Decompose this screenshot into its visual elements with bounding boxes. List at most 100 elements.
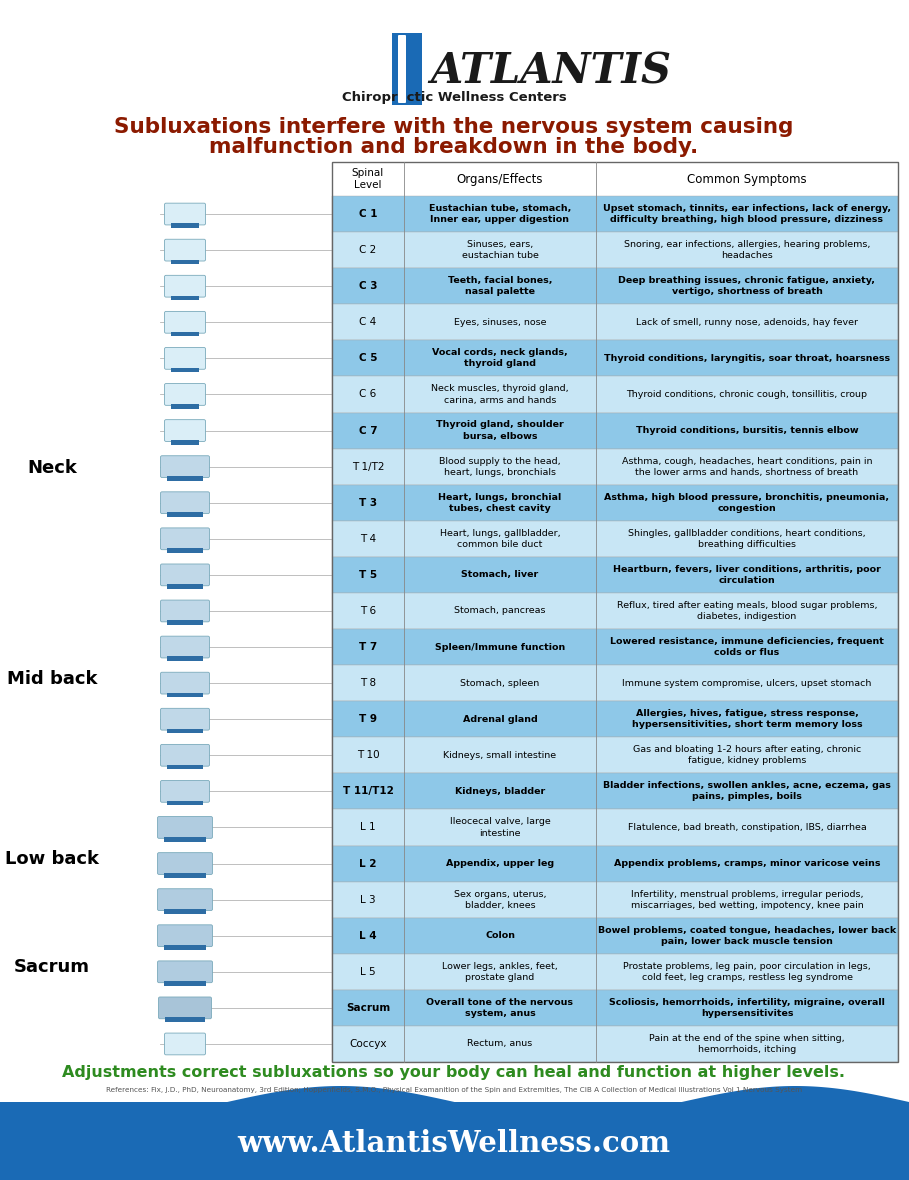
Bar	[167, 728, 203, 733]
Text: Rectum, anus: Rectum, anus	[467, 1040, 533, 1049]
Bar	[332, 485, 898, 520]
Text: Heart, lungs, gallbladder,
common bile duct: Heart, lungs, gallbladder, common bile d…	[440, 529, 560, 549]
Text: Chiropractic Wellness Centers: Chiropractic Wellness Centers	[342, 92, 566, 105]
Bar	[332, 268, 898, 304]
Text: Appendix problems, cramps, minor varicose veins: Appendix problems, cramps, minor varicos…	[614, 859, 880, 868]
Text: ATLANTIS: ATLANTIS	[430, 51, 671, 93]
FancyBboxPatch shape	[157, 817, 213, 838]
Bar	[332, 990, 898, 1025]
Text: Low back: Low back	[5, 851, 99, 868]
Text: Heartburn, fevers, liver conditions, arthritis, poor
circulation: Heartburn, fevers, liver conditions, art…	[613, 565, 881, 585]
Text: Upset stomach, tinnits, ear infections, lack of energy,
difficulty breathing, hi: Upset stomach, tinnits, ear infections, …	[603, 204, 891, 224]
FancyBboxPatch shape	[165, 275, 205, 297]
Bar	[332, 629, 898, 666]
Bar	[332, 773, 898, 809]
Bar	[164, 909, 206, 913]
Bar	[332, 738, 898, 773]
Bar	[332, 881, 898, 918]
Text: Ileocecal valve, large
intestine: Ileocecal valve, large intestine	[450, 818, 550, 838]
Text: Coccyx: Coccyx	[349, 1038, 386, 1049]
Text: L 2: L 2	[359, 859, 376, 868]
Text: C 1: C 1	[359, 209, 377, 219]
FancyBboxPatch shape	[161, 636, 209, 658]
Bar	[332, 413, 898, 448]
Text: Thyroid conditions, bursitis, tennis elbow: Thyroid conditions, bursitis, tennis elb…	[635, 426, 858, 435]
Bar	[171, 260, 199, 264]
Text: Heart, lungs, bronchial
tubes, chest cavity: Heart, lungs, bronchial tubes, chest cav…	[438, 493, 562, 513]
Bar	[167, 512, 203, 517]
FancyBboxPatch shape	[165, 312, 205, 333]
Text: Sacrum: Sacrum	[14, 958, 90, 977]
Text: Kidneys, bladder: Kidneys, bladder	[454, 787, 545, 795]
Bar	[171, 223, 199, 228]
FancyBboxPatch shape	[157, 925, 213, 946]
Bar	[171, 440, 199, 445]
Text: Gas and bloating 1-2 hours after eating, chronic
fatigue, kidney problems: Gas and bloating 1-2 hours after eating,…	[633, 746, 861, 766]
Text: L 5: L 5	[360, 966, 375, 977]
Bar	[332, 340, 898, 376]
Text: T 1/T2: T 1/T2	[352, 461, 385, 472]
Text: T 6: T 6	[360, 607, 376, 616]
Bar	[167, 621, 203, 625]
Bar	[332, 701, 898, 738]
Bar	[167, 765, 203, 769]
Text: Thyroid gland, shoulder
bursa, elbows: Thyroid gland, shoulder bursa, elbows	[436, 420, 564, 440]
Bar	[167, 656, 203, 661]
FancyBboxPatch shape	[161, 564, 209, 585]
FancyBboxPatch shape	[161, 601, 209, 622]
Bar	[332, 809, 898, 846]
Text: C 2: C 2	[359, 245, 376, 255]
Text: Neck muscles, thyroid gland,
carina, arms and hands: Neck muscles, thyroid gland, carina, arm…	[431, 385, 569, 405]
Bar	[164, 945, 206, 950]
Text: Reflux, tired after eating meals, blood sugar problems,
diabetes, indigestion: Reflux, tired after eating meals, blood …	[616, 601, 877, 621]
Text: Colon: Colon	[485, 931, 515, 940]
Text: Eustachian tube, stomach,
Inner ear, upper digestion: Eustachian tube, stomach, Inner ear, upp…	[429, 204, 571, 224]
Text: C 4: C 4	[359, 317, 376, 327]
FancyBboxPatch shape	[165, 240, 205, 261]
FancyBboxPatch shape	[161, 780, 209, 802]
Text: C 3: C 3	[359, 281, 377, 291]
Bar	[171, 332, 199, 336]
FancyBboxPatch shape	[161, 527, 209, 550]
Text: Overall tone of the nervous
system, anus: Overall tone of the nervous system, anus	[426, 998, 574, 1018]
Text: L 3: L 3	[360, 894, 375, 905]
Text: Asthma, cough, headaches, heart conditions, pain in
the lower arms and hands, sh: Asthma, cough, headaches, heart conditio…	[622, 457, 873, 477]
Bar	[164, 837, 206, 841]
Bar	[332, 448, 898, 485]
FancyBboxPatch shape	[161, 492, 209, 513]
Bar	[167, 584, 203, 589]
Text: T 5: T 5	[359, 570, 377, 579]
Text: T 3: T 3	[359, 498, 377, 507]
FancyBboxPatch shape	[165, 420, 205, 441]
Text: Stomach, pancreas: Stomach, pancreas	[454, 607, 545, 616]
FancyBboxPatch shape	[157, 853, 213, 874]
Bar	[332, 162, 898, 196]
Text: Stomach, liver: Stomach, liver	[462, 570, 539, 579]
Text: Lower legs, ankles, feet,
prostate gland: Lower legs, ankles, feet, prostate gland	[442, 962, 558, 982]
Bar	[171, 295, 199, 300]
Text: Teeth, facial bones,
nasal palette: Teeth, facial bones, nasal palette	[448, 276, 553, 296]
Bar	[0, 1102, 909, 1180]
Text: T 11/T12: T 11/T12	[343, 786, 394, 796]
Bar	[171, 368, 199, 373]
FancyBboxPatch shape	[161, 673, 209, 694]
Text: www.AtlantisWellness.com: www.AtlantisWellness.com	[237, 1129, 671, 1159]
Text: Bowel problems, coated tongue, headaches, lower back
pain, lower back muscle ten: Bowel problems, coated tongue, headaches…	[598, 925, 896, 945]
Text: Scoliosis, hemorrhoids, infertility, migraine, overall
hypersensitivites: Scoliosis, hemorrhoids, infertility, mig…	[609, 998, 885, 1018]
Text: malfunction and breakdown in the body.: malfunction and breakdown in the body.	[209, 137, 699, 157]
Text: Sinuses, ears,
eustachian tube: Sinuses, ears, eustachian tube	[462, 240, 538, 260]
Text: Sex organs, uterus,
bladder, knees: Sex organs, uterus, bladder, knees	[454, 890, 546, 910]
Bar	[332, 304, 898, 340]
FancyBboxPatch shape	[398, 35, 406, 103]
Text: T 4: T 4	[360, 533, 376, 544]
Text: C 5: C 5	[359, 353, 377, 363]
Text: L 1: L 1	[360, 822, 375, 832]
FancyBboxPatch shape	[161, 745, 209, 766]
Bar	[332, 953, 898, 990]
Text: Immune system compromise, ulcers, upset stomach: Immune system compromise, ulcers, upset …	[623, 678, 872, 688]
Text: Lack of smell, runny nose, adenoids, hay fever: Lack of smell, runny nose, adenoids, hay…	[636, 317, 858, 327]
Text: Allergies, hives, fatigue, stress response,
hypersensitivities, short term memor: Allergies, hives, fatigue, stress respon…	[632, 709, 863, 729]
Text: Common Symptoms: Common Symptoms	[687, 172, 807, 185]
Text: Bladder infections, swollen ankles, acne, eczema, gas
pains, pimples, boils: Bladder infections, swollen ankles, acne…	[603, 781, 891, 801]
Text: Kidneys, small intestine: Kidneys, small intestine	[444, 750, 556, 760]
